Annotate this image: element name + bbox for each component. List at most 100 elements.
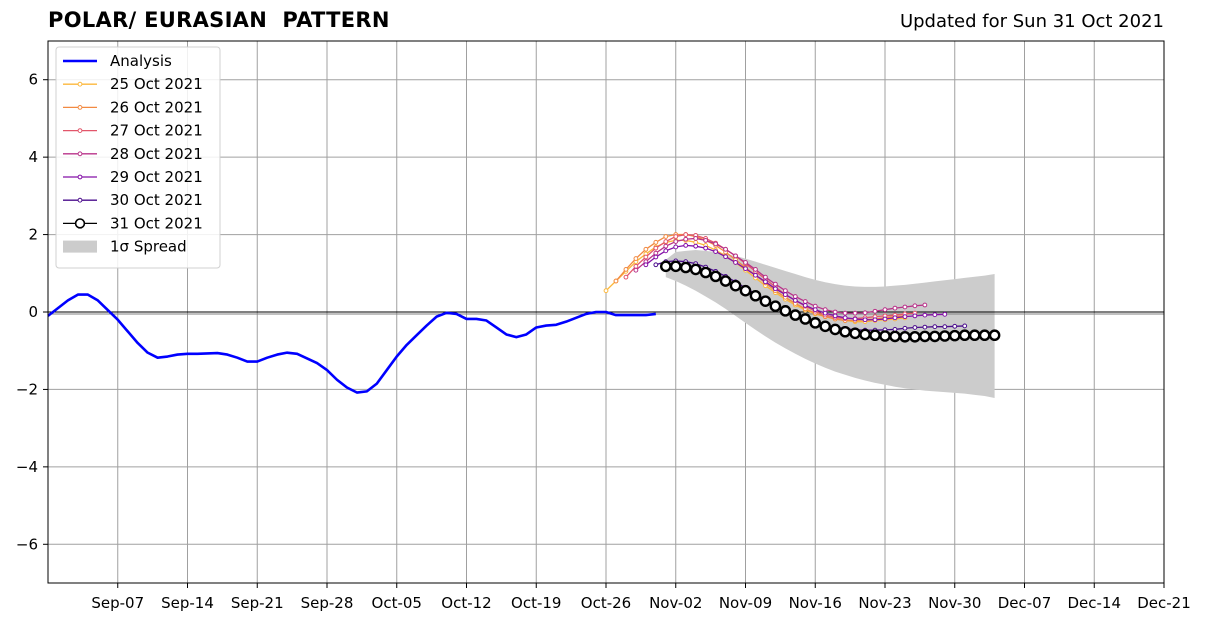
legend-marker <box>77 151 83 157</box>
data-point <box>889 330 901 343</box>
y-tick-label: 4 <box>28 148 38 166</box>
data-point <box>779 305 792 317</box>
data-point <box>912 325 918 330</box>
data-point <box>772 281 778 287</box>
data-point <box>693 239 699 245</box>
chart-subtitle: Updated for Sun 31 Oct 2021 <box>899 11 1164 32</box>
legend-marker <box>74 218 86 229</box>
data-point <box>709 270 722 283</box>
data-point <box>869 329 881 342</box>
legend-label: 1σ Spread <box>110 238 187 256</box>
data-point <box>743 266 748 272</box>
legend-label: 26 Oct 2021 <box>110 98 203 116</box>
data-point <box>929 330 941 343</box>
data-point <box>849 327 861 340</box>
data-point <box>922 302 928 308</box>
data-point <box>819 320 832 333</box>
data-point <box>882 307 888 313</box>
data-point <box>832 309 838 315</box>
data-point <box>703 245 709 251</box>
x-tick-label: Sep-14 <box>161 594 214 612</box>
legend-label: Analysis <box>110 52 172 70</box>
data-point <box>968 329 981 342</box>
data-point <box>613 278 619 284</box>
data-point <box>653 254 659 260</box>
data-point <box>789 309 802 321</box>
data-point <box>653 250 659 256</box>
data-point <box>842 315 848 321</box>
data-point <box>782 292 788 297</box>
legend-marker <box>77 105 83 110</box>
series-analysis <box>47 293 656 394</box>
data-point <box>749 289 762 302</box>
x-tick-label: Sep-21 <box>231 594 284 612</box>
legend-label: 27 Oct 2021 <box>110 122 203 140</box>
data-point <box>839 325 851 338</box>
data-point <box>603 288 609 294</box>
data-point <box>663 234 669 239</box>
data-point <box>952 323 958 329</box>
data-point <box>872 308 878 314</box>
data-point <box>958 329 971 342</box>
data-point <box>882 316 888 322</box>
data-point <box>978 329 991 342</box>
data-point <box>663 243 669 249</box>
data-point <box>653 245 659 251</box>
x-tick-label: Dec-21 <box>1137 594 1191 612</box>
legend-marker <box>77 197 83 203</box>
data-point <box>842 310 848 316</box>
legend-swatch <box>63 240 97 253</box>
data-point <box>623 267 629 272</box>
data-point <box>852 316 858 322</box>
x-tick-label: Dec-14 <box>1067 594 1121 612</box>
data-point <box>942 324 948 330</box>
data-point <box>663 239 669 244</box>
data-point <box>862 310 868 316</box>
data-point <box>862 317 868 323</box>
data-point <box>909 330 921 343</box>
x-tick-label: Nov-23 <box>858 594 911 612</box>
data-point <box>872 317 878 323</box>
data-point <box>902 325 908 331</box>
data-point <box>673 244 679 250</box>
data-point <box>743 260 748 265</box>
legend-marker <box>77 128 83 134</box>
data-point <box>859 328 871 341</box>
legend-box <box>55 46 221 269</box>
series-28-oct-2021 <box>633 236 928 316</box>
series-line <box>47 293 656 394</box>
x-tick-label: Oct-05 <box>372 594 422 612</box>
data-point <box>669 260 682 273</box>
y-tick-label: 0 <box>28 303 38 321</box>
legend-label: 28 Oct 2021 <box>110 145 203 163</box>
data-point <box>689 263 702 276</box>
data-point <box>739 284 752 297</box>
x-tick-label: Nov-09 <box>719 594 772 612</box>
x-tick-label: Oct-19 <box>511 594 561 612</box>
y-tick-label: −2 <box>16 380 38 398</box>
data-point <box>772 286 778 292</box>
data-point <box>713 249 719 255</box>
chart-title: POLAR/ EURASIAN PATTERN <box>48 8 390 32</box>
data-point <box>633 256 639 261</box>
data-point <box>693 243 699 249</box>
data-point <box>679 261 692 274</box>
data-point <box>812 307 818 313</box>
data-point <box>948 329 961 342</box>
x-tick-label: Nov-02 <box>649 594 702 612</box>
y-tick-label: −6 <box>16 535 38 553</box>
series-29-oct-2021 <box>643 243 948 323</box>
data-point <box>902 304 908 310</box>
data-point <box>763 274 768 280</box>
series-layer <box>47 232 1001 394</box>
x-tick-label: Oct-26 <box>581 594 631 612</box>
data-point <box>653 262 659 268</box>
data-point <box>879 330 891 342</box>
data-point <box>723 246 728 252</box>
data-point <box>938 330 951 342</box>
x-tick-label: Nov-30 <box>928 594 981 612</box>
data-point <box>932 324 938 330</box>
data-point <box>643 262 649 268</box>
data-point <box>892 305 898 311</box>
